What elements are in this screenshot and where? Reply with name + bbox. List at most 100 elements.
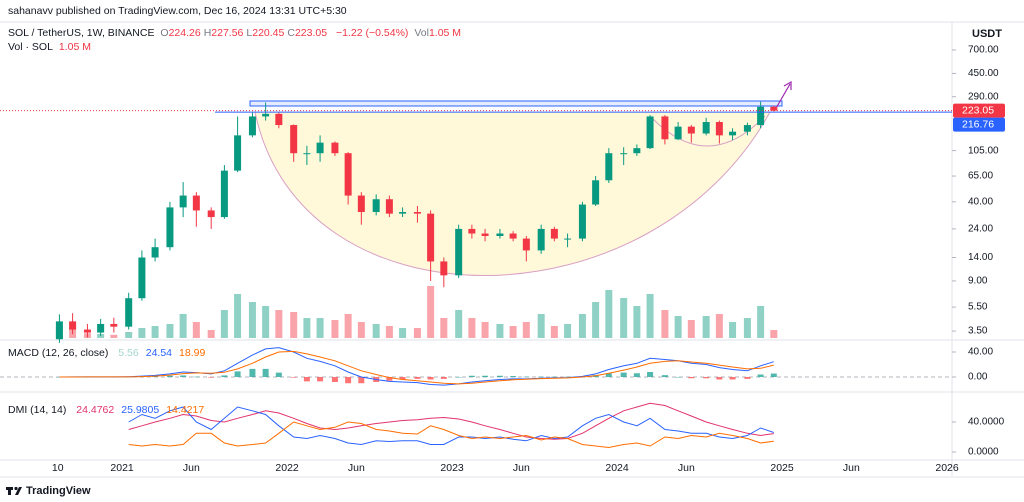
candle-body [770, 106, 778, 111]
volume-bar [344, 314, 352, 338]
price-label: 216.76 [962, 118, 994, 130]
histogram-bar [290, 377, 297, 378]
y-tick-label: 40.00 [968, 347, 993, 358]
volume-bar [97, 334, 105, 338]
histogram-bar [757, 374, 764, 377]
histogram-bar [303, 377, 310, 382]
symbol: SOL / TetherUS, 1W, BINANCE [8, 27, 155, 39]
candle-body [702, 122, 710, 134]
x-tick-label: 2022 [275, 462, 299, 474]
x-tick-label: Jun [843, 462, 860, 474]
volume-bar [674, 316, 682, 338]
volume-bar [138, 328, 146, 338]
histogram-bar [688, 377, 695, 379]
volume-bar [220, 310, 228, 338]
symbol-line: SOL / TetherUS, 1W, BINANCE O224.26 H227.… [8, 27, 464, 39]
candle-body [605, 153, 613, 181]
histogram-bar [716, 377, 723, 380]
candle-body [399, 212, 407, 214]
volume-bar [496, 324, 504, 338]
candle-body [592, 180, 600, 205]
volume-bar [646, 294, 654, 338]
x-tick-label: 2021 [110, 462, 134, 474]
volume-bar [605, 290, 613, 338]
histogram-bar [317, 377, 324, 382]
ohlc-label: L [246, 27, 253, 39]
candle-body [110, 323, 118, 327]
candle-body [166, 207, 174, 248]
histogram-bar [358, 377, 365, 384]
volume-bar [234, 294, 242, 338]
candle-body [620, 153, 628, 155]
histogram-bar [564, 376, 571, 378]
histogram-bar [620, 372, 627, 377]
volume-bar [592, 302, 600, 338]
histogram-bar [605, 373, 612, 377]
candle-body [83, 329, 91, 333]
candle-body [372, 199, 380, 213]
volume-bar [385, 326, 393, 338]
volume-bar [357, 322, 365, 338]
y-tick-label: 290.00 [968, 91, 999, 102]
brand: TradingView [26, 485, 91, 497]
publisher: sahanavv published on TradingView.com, D… [8, 5, 347, 17]
histogram-bar [56, 377, 63, 378]
indicator-line [59, 347, 774, 386]
candle-body [757, 106, 765, 126]
y-tick-label: 105.00 [968, 145, 999, 156]
histogram-bar [440, 377, 447, 379]
histogram-bar [647, 372, 654, 377]
volume-bar [468, 318, 476, 338]
volume-bar [743, 318, 751, 338]
indicator-line [128, 406, 774, 446]
vol-label: Vol [414, 27, 429, 39]
histogram-bar [633, 373, 640, 377]
candle-body [125, 298, 133, 327]
histogram-bar [166, 375, 173, 377]
candle-body [248, 116, 256, 136]
histogram-bar [152, 376, 159, 377]
histogram-bar [496, 375, 503, 377]
histogram-bar [468, 375, 475, 377]
volume-bar [413, 328, 421, 338]
dmi-title: DMI (14, 14) [8, 404, 67, 416]
histogram-bar [551, 376, 558, 378]
volume-bar [578, 314, 586, 338]
volume-bar [192, 322, 200, 338]
volume-bar [770, 330, 778, 338]
legend-value: 25.9805 [121, 404, 160, 416]
candle-body [69, 321, 77, 330]
candle-body [55, 321, 63, 340]
candle-body [385, 199, 393, 214]
breakout-arrow [774, 83, 791, 111]
candle-body [316, 142, 324, 154]
candle-body [496, 233, 504, 236]
volume-bar [633, 306, 641, 338]
candle-body [646, 116, 654, 149]
candle-body [138, 257, 146, 299]
volume-bar [687, 320, 695, 338]
volume-bar [427, 286, 435, 338]
dmi-legend: DMI (14, 14) 24.4762 25.9805 14.4217 [8, 404, 207, 416]
ohlc: O224.26 H227.56 L220.45 C223.05 [160, 27, 330, 39]
ohlc-value: 224.26 [168, 27, 201, 39]
x-tick-label: 2025 [770, 462, 794, 474]
y-tick-label: 5.50 [968, 302, 988, 313]
x-tick-label: 10 [52, 462, 64, 474]
resistance-zone [249, 100, 783, 107]
volume-bar [110, 334, 118, 338]
candle-body [455, 228, 463, 276]
candle-body [509, 233, 517, 239]
x-tick-label: Jun [183, 462, 200, 474]
candle-body [564, 238, 572, 240]
candle-body [468, 228, 476, 234]
candle-body [522, 238, 530, 251]
candle-body [97, 323, 105, 333]
ohlc-label: O [160, 27, 169, 39]
candle-body [344, 153, 352, 196]
histogram-bar [386, 377, 393, 381]
y-tick-label: 0.0000 [968, 447, 999, 458]
candle-body [207, 210, 215, 218]
volume-bar [661, 310, 669, 338]
volume-bar [440, 318, 448, 338]
